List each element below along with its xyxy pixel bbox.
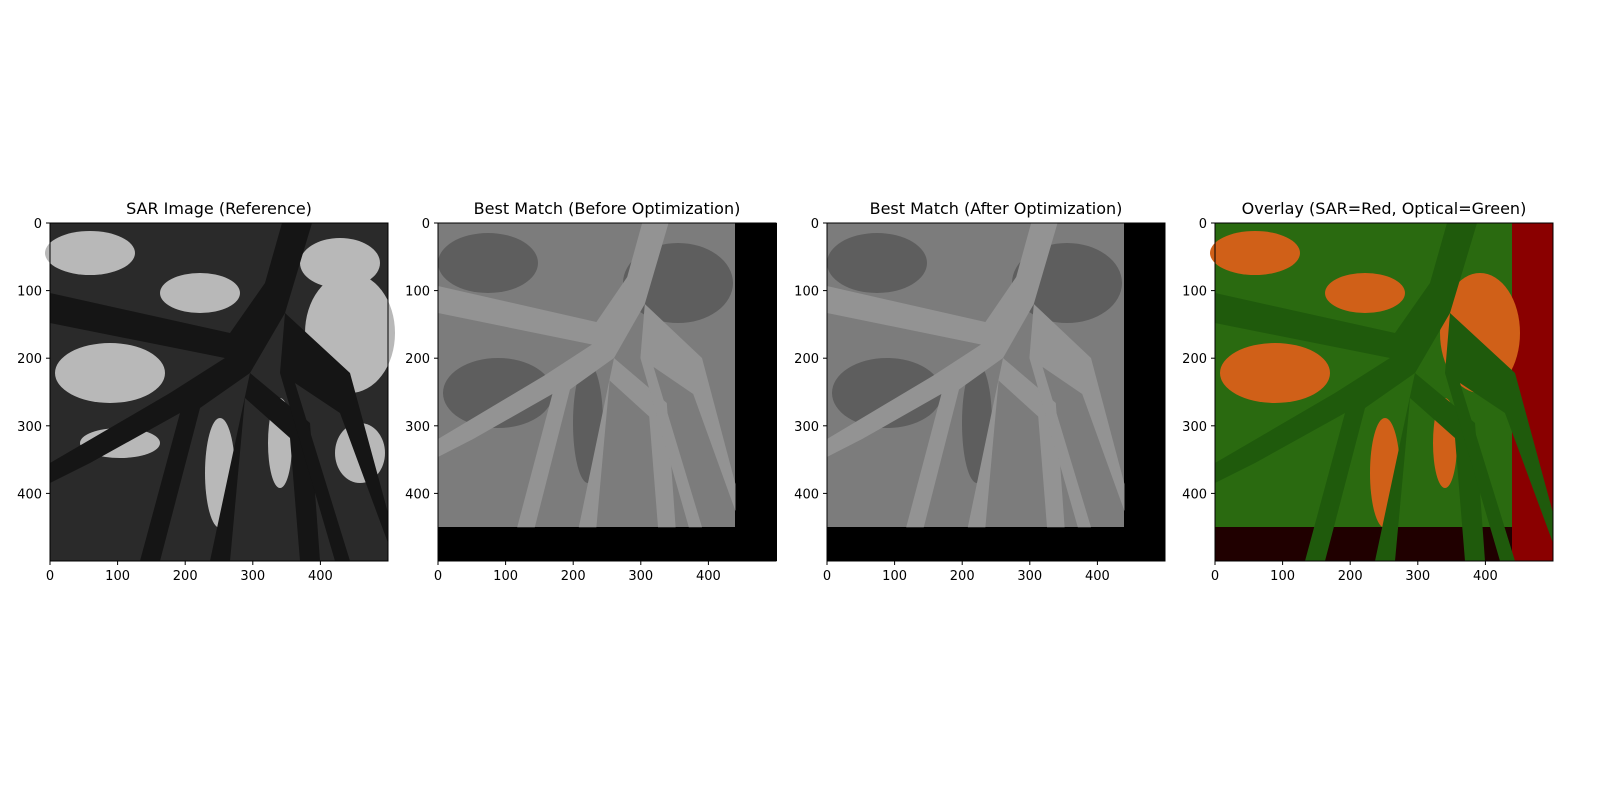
x-tick-label: 300 — [628, 569, 653, 584]
chart-title: SAR Image (Reference) — [126, 199, 312, 218]
x-tick-label: 200 — [1338, 569, 1363, 584]
x-tick-label: 0 — [434, 569, 442, 584]
axes-frame — [826, 222, 1166, 562]
x-tick-label: 100 — [105, 569, 130, 584]
chart-title: Best Match (Before Optimization) — [474, 199, 741, 218]
x-tick-label: 100 — [493, 569, 518, 584]
y-tick-label: 100 — [794, 285, 819, 300]
optical-image — [827, 223, 1165, 561]
x-tick-label: 400 — [1085, 569, 1110, 584]
sar-image — [45, 223, 395, 561]
axes-frame — [49, 222, 389, 562]
x-tick-label: 200 — [173, 569, 198, 584]
chart-title: Overlay (SAR=Red, Optical=Green) — [1242, 199, 1527, 218]
x-tick-label: 300 — [240, 569, 265, 584]
y-tick-label: 0 — [811, 217, 819, 232]
optical-image — [438, 223, 777, 561]
x-tick-label: 400 — [308, 569, 333, 584]
x-tick-label: 400 — [696, 569, 721, 584]
y-tick-label: 100 — [405, 285, 430, 300]
y-tick-label: 200 — [794, 352, 819, 367]
y-tick-label: 0 — [422, 217, 430, 232]
x-tick-label: 0 — [46, 569, 54, 584]
y-tick-label: 200 — [1182, 352, 1207, 367]
y-tick-label: 400 — [17, 487, 42, 502]
y-tick-label: 200 — [17, 352, 42, 367]
x-tick-label: 300 — [1405, 569, 1430, 584]
x-tick-label: 200 — [950, 569, 975, 584]
y-tick-label: 400 — [405, 487, 430, 502]
y-tick-label: 0 — [34, 217, 42, 232]
y-tick-label: 400 — [1182, 487, 1207, 502]
y-tick-label: 100 — [17, 285, 42, 300]
y-tick-label: 300 — [17, 420, 42, 435]
x-tick-label: 100 — [1270, 569, 1295, 584]
x-tick-label: 300 — [1017, 569, 1042, 584]
x-tick-label: 200 — [561, 569, 586, 584]
chart-title: Best Match (After Optimization) — [870, 199, 1123, 218]
x-tick-label: 400 — [1473, 569, 1498, 584]
y-tick-label: 200 — [405, 352, 430, 367]
y-tick-label: 400 — [794, 487, 819, 502]
axes-frame — [437, 222, 777, 562]
x-tick-label: 100 — [882, 569, 907, 584]
x-tick-label: 0 — [823, 569, 831, 584]
x-tick-label: 0 — [1211, 569, 1219, 584]
y-tick-label: 300 — [794, 420, 819, 435]
y-tick-label: 300 — [405, 420, 430, 435]
axes-frame — [1214, 222, 1554, 562]
overlay-image — [1210, 223, 1553, 561]
y-tick-label: 300 — [1182, 420, 1207, 435]
y-tick-label: 100 — [1182, 285, 1207, 300]
y-tick-label: 0 — [1199, 217, 1207, 232]
